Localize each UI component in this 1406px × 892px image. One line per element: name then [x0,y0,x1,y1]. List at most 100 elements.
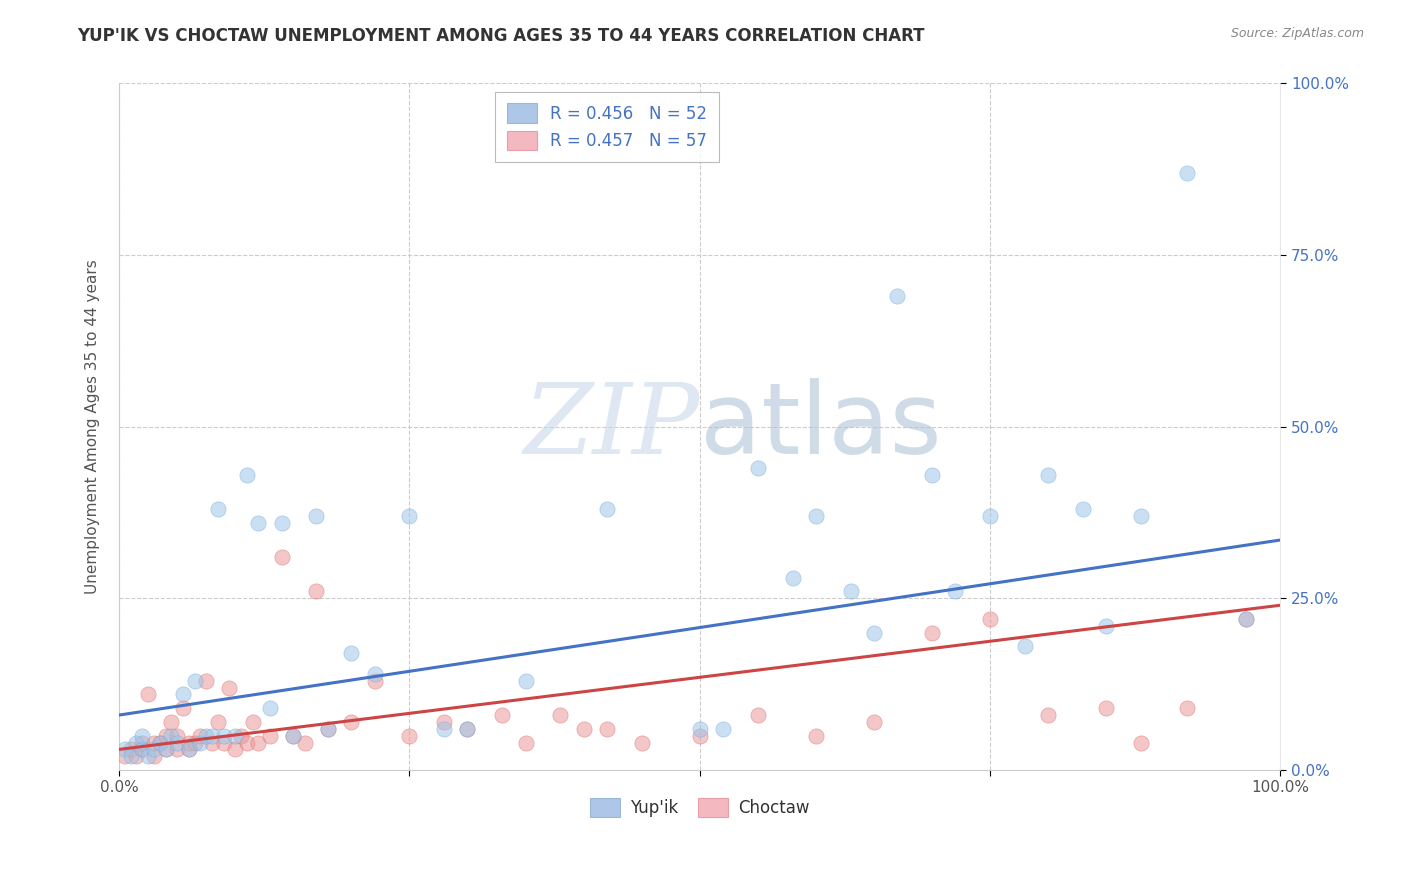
Point [921,467,943,482]
Point [172,701,194,715]
Point [131,729,153,743]
Point [142,735,165,749]
Point [491,708,513,723]
Text: atlas: atlas [700,378,942,475]
Point [1036,467,1059,482]
Point [212,729,235,743]
Point [224,729,246,743]
Point [363,673,385,688]
Point [363,666,385,681]
Point [1095,619,1118,633]
Point [711,722,734,736]
Point [294,735,316,749]
Point [136,688,159,702]
Point [212,735,235,749]
Point [1130,735,1153,749]
Point [456,722,478,736]
Point [1177,166,1199,180]
Point [247,516,270,530]
Point [195,673,218,688]
Point [242,714,264,729]
Point [340,714,363,729]
Point [166,742,188,756]
Point [316,722,339,736]
Point [160,729,183,743]
Point [515,735,537,749]
Point [316,722,339,736]
Point [863,714,886,729]
Point [259,701,281,715]
Point [207,502,229,516]
Point [456,722,478,736]
Point [149,735,172,749]
Point [195,729,218,743]
Point [177,735,200,749]
Point [131,742,153,756]
Point [149,735,172,749]
Point [201,735,224,749]
Text: YUP'IK VS CHOCTAW UNEMPLOYMENT AMONG AGES 35 TO 44 YEARS CORRELATION CHART: YUP'IK VS CHOCTAW UNEMPLOYMENT AMONG AGE… [77,27,925,45]
Point [142,749,165,764]
Point [1130,508,1153,523]
Point [433,722,456,736]
Point [839,584,862,599]
Point [305,508,328,523]
Point [166,735,188,749]
Point [177,742,200,756]
Point [433,714,456,729]
Point [236,735,259,749]
Point [224,742,246,756]
Point [804,729,827,743]
Point [172,688,194,702]
Point [1071,502,1094,516]
Point [689,722,711,736]
Point [229,729,252,743]
Point [804,508,827,523]
Point [550,708,572,723]
Point [979,508,1001,523]
Point [188,735,211,749]
Point [596,502,619,516]
Point [218,681,240,695]
Point [630,735,652,749]
Point [782,571,804,585]
Point [201,729,224,743]
Point [160,714,183,729]
Point [136,749,159,764]
Point [943,584,966,599]
Point [166,729,188,743]
Point [247,735,270,749]
Point [863,625,886,640]
Point [1234,612,1257,626]
Point [747,708,769,723]
Point [131,735,153,749]
Point [131,742,153,756]
Point [1234,612,1257,626]
Point [747,461,769,475]
Point [188,729,211,743]
Point [921,625,943,640]
Legend: Yup'ik, Choctaw: Yup'ik, Choctaw [583,791,817,823]
Y-axis label: Unemployment Among Ages 35 to 44 years: Unemployment Among Ages 35 to 44 years [86,260,100,594]
Point [596,722,619,736]
Point [270,550,292,565]
Point [979,612,1001,626]
Point [207,714,229,729]
Point [120,742,142,756]
Point [340,646,363,660]
Point [1177,701,1199,715]
Point [155,742,177,756]
Point [183,673,205,688]
Point [1014,640,1036,654]
Point [142,742,165,756]
Point [114,742,136,756]
Point [120,749,142,764]
Point [183,735,205,749]
Point [155,729,177,743]
Point [515,673,537,688]
Point [283,729,305,743]
Point [398,729,420,743]
Point [114,749,136,764]
Point [1095,701,1118,715]
Point [155,742,177,756]
